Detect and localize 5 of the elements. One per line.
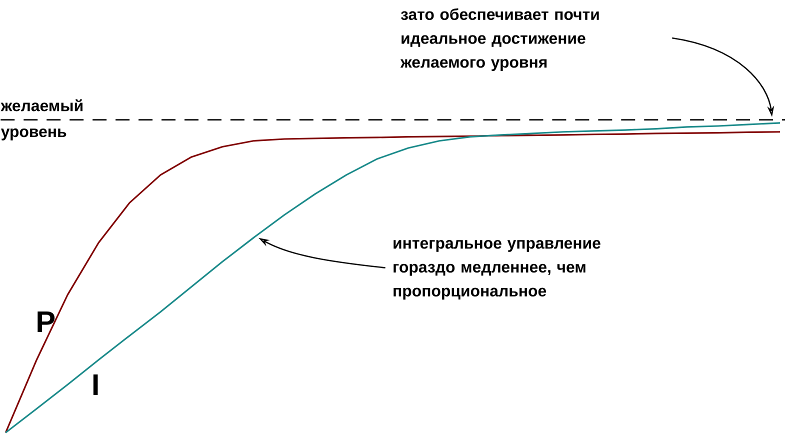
- ref-line-label: желаемый уровень: [0, 99, 82, 140]
- series-label: P: [38, 312, 55, 332]
- series-label: I: [93, 374, 98, 396]
- annotation: интегральное управление гораздо медленнее, чем пропорциональное: [394, 240, 600, 300]
- text: зато обеспечивает почти идеальное достижение желаемого уровня: [400, 8, 599, 72]
